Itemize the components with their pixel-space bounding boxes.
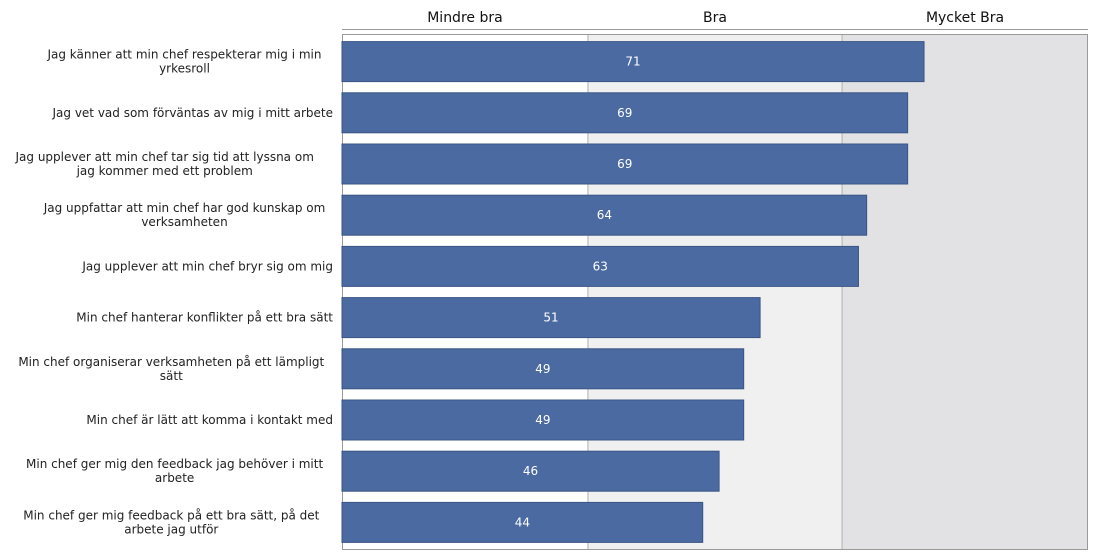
category-label: Jag upplever att min chef tar sig tid at… — [15, 150, 314, 178]
bar-value-label: 49 — [535, 362, 550, 376]
category-label: Jag känner att min chef respekterar mig … — [46, 48, 321, 76]
bar-value-label: 46 — [523, 464, 538, 478]
bar-value-label: 69 — [617, 106, 632, 120]
category-label: Min chef organiserar verksamheten på ett… — [18, 355, 324, 383]
category-label: Min chef ger mig den feedback jag behöve… — [26, 457, 323, 485]
category-labels: Jag känner att min chef respekterar mig … — [15, 48, 334, 537]
category-label: Min chef är lätt att komma i kontakt med — [86, 413, 333, 427]
band-label: Bra — [703, 10, 727, 26]
bar — [341, 245, 859, 287]
bar — [341, 348, 745, 390]
plot-frame — [342, 34, 1088, 550]
bar-value-label: 49 — [535, 413, 550, 427]
bar — [341, 450, 720, 492]
category-label: Jag vet vad som förväntas av mig i mitt … — [52, 106, 334, 120]
bar-value-label: 44 — [515, 515, 530, 529]
bar-value-label: 51 — [543, 311, 558, 325]
bar — [341, 41, 925, 83]
band-label: Mycket Bra — [926, 10, 1004, 26]
bar — [341, 194, 868, 236]
bar — [341, 297, 761, 339]
band-label: Mindre bra — [427, 10, 502, 26]
bar — [341, 399, 745, 441]
bar — [341, 501, 704, 543]
bar — [341, 143, 909, 185]
bar-value-label: 71 — [625, 55, 640, 69]
band-labels: Mindre bra Bra Mycket Bra — [427, 10, 1004, 26]
category-label: Min chef hanterar konflikter på ett bra … — [76, 311, 333, 325]
bar-value-label: 63 — [593, 259, 608, 273]
category-label: Jag uppfattar att min chef har god kunsk… — [43, 201, 326, 229]
bar-value-label: 64 — [597, 208, 612, 222]
bars: 71 69 69 64 63 51 49 49 46 44 — [341, 41, 925, 543]
bar-value-label: 69 — [617, 157, 632, 171]
category-label: Min chef ger mig feedback på ett bra sät… — [23, 508, 319, 536]
category-label: Jag upplever att min chef bryr sig om mi… — [81, 259, 333, 273]
bar — [341, 92, 909, 134]
